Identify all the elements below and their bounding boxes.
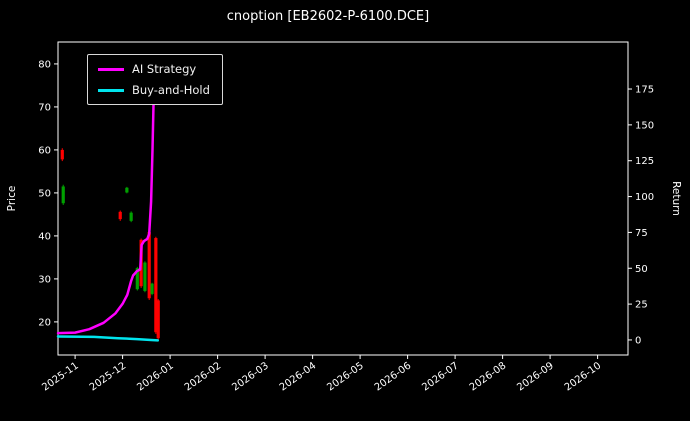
candle-body [154,238,158,333]
ai-strategy-line-swatch [98,67,124,71]
x-tick-label: 2026-08 [468,360,509,393]
series-line-ai-strategy [56,100,157,335]
x-tick-label: 2025-12 [88,360,129,393]
y-tick-label: 20 [38,317,51,328]
x-tick-label: 2026-09 [515,360,556,393]
y-tick-label: 125 [635,156,654,167]
y-axis-return: 0 25 50 75 100 125 150 175 Return [628,85,682,346]
y-tick-label: 30 [38,274,51,285]
y-axis-label-price: Price [6,186,18,212]
x-tick-label: 2026-02 [183,360,224,393]
y-tick-label: 150 [635,120,654,131]
candle-body [61,186,65,204]
x-tick-label: 2026-03 [230,360,271,393]
y-tick-label: 100 [635,192,654,203]
x-tick-label: 2026-01 [135,360,176,393]
candle-body [125,187,129,193]
y-axis-price: 20 30 40 50 60 70 80 Price [6,59,58,328]
y-tick-label: 60 [38,145,51,156]
x-tick-label: 2026-10 [563,360,604,393]
y-tick-label: 40 [38,231,51,242]
series-line-buy-and-hold [56,335,160,342]
y-tick-label: 0 [635,335,641,346]
buy-and-hold-line-swatch [98,88,124,92]
x-axis: 2025-11 2025-12 2026-01 2026-02 2026-03 2026-… [40,355,603,393]
candle-body [129,212,133,221]
x-tick-label: 2026-06 [373,360,414,393]
legend-item-buy-and-hold: Buy-and-Hold [98,83,210,97]
candle-body [156,300,160,339]
y-tick-label: 25 [635,300,648,311]
x-tick-label: 2026-05 [325,360,366,393]
y-axis-label-return: Return [670,181,682,216]
candle-body [150,283,154,294]
x-tick-label: 2026-04 [278,360,319,393]
y-tick-label: 80 [38,59,51,70]
y-tick-label: 175 [635,85,654,96]
y-tick-label: 70 [38,102,51,113]
candle-body [60,149,64,160]
legend-item-ai-strategy: AI Strategy [98,62,210,76]
y-tick-label: 75 [635,228,648,239]
candlesticks [60,148,160,340]
x-tick-label: 2025-11 [40,360,81,393]
candle-body [147,232,151,299]
x-tick-label: 2026-07 [420,360,461,393]
candle-body [135,268,139,290]
y-tick-label: 50 [635,264,648,275]
candle-body [118,211,122,220]
plot-border [57,41,629,356]
chart-title: cnoption [EB2602-P-6100.DCE] [226,9,430,24]
candle-body [143,262,147,291]
legend: AI Strategy Buy-and-Hold [87,54,223,105]
y-tick-label: 50 [38,188,51,199]
legend-label-ai-strategy: AI Strategy [132,62,197,76]
legend-label-buy-and-hold: Buy-and-Hold [132,83,210,97]
